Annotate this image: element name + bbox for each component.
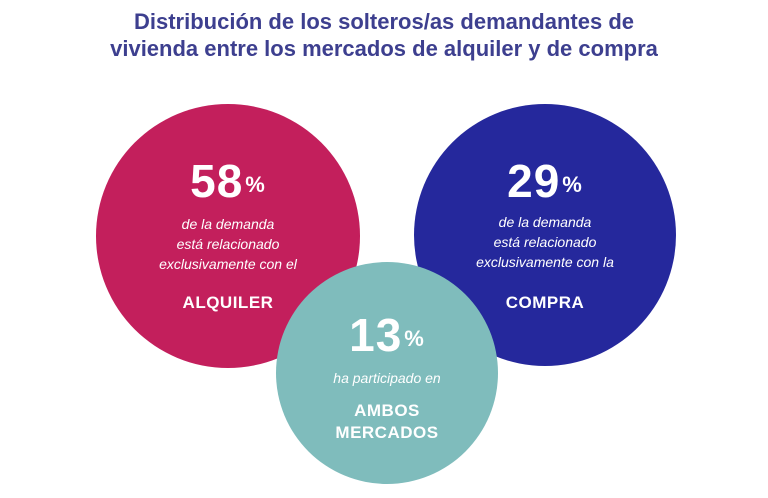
compra-percentage: 29% bbox=[414, 156, 676, 206]
alquiler-label: ALQUILER bbox=[96, 292, 360, 314]
circle-ambos: 13% ha participado en AMBOS MERCADOS bbox=[276, 262, 498, 484]
alquiler-description-line-2: está relacionado bbox=[176, 236, 280, 252]
compra-label: COMPRA bbox=[414, 292, 676, 314]
alquiler-description: de la demanda está relacionado exclusiva… bbox=[96, 214, 360, 274]
circle-alquiler: 58% de la demanda está relacionado exclu… bbox=[96, 104, 360, 368]
compra-description-line-2: está relacionado bbox=[493, 234, 597, 250]
alquiler-value: 58 bbox=[190, 155, 244, 207]
compra-description-line-3: exclusivamente con la bbox=[476, 254, 614, 270]
compra-description: de la demanda está relacionado exclusiva… bbox=[414, 212, 676, 272]
ambos-percentage: 13% bbox=[276, 310, 498, 360]
compra-value: 29 bbox=[507, 155, 561, 207]
compra-unit: % bbox=[562, 172, 583, 197]
alquiler-description-line-3: exclusivamente con el bbox=[159, 256, 297, 272]
chart-title-line-1: Distribución de los solteros/as demandan… bbox=[133, 9, 635, 34]
ambos-description: ha participado en bbox=[276, 368, 498, 388]
chart-title: Distribución de los solteros/as demandan… bbox=[0, 8, 768, 62]
alquiler-description-line-1: de la demanda bbox=[181, 216, 275, 232]
alquiler-label-line-1: ALQUILER bbox=[182, 293, 274, 312]
ambos-description-line-1: ha participado en bbox=[333, 370, 441, 386]
ambos-label-line-2: MERCADOS bbox=[335, 423, 439, 442]
ambos-unit: % bbox=[404, 326, 425, 351]
ambos-label-line-1: AMBOS bbox=[354, 401, 420, 420]
compra-description-line-1: de la demanda bbox=[498, 214, 592, 230]
chart-title-line-2: vivienda entre los mercados de alquiler … bbox=[110, 36, 658, 61]
alquiler-percentage: 58% bbox=[96, 156, 360, 206]
circle-compra: 29% de la demanda está relacionado exclu… bbox=[414, 104, 676, 366]
compra-label-line-1: COMPRA bbox=[505, 293, 585, 312]
ambos-label: AMBOS MERCADOS bbox=[276, 400, 498, 444]
alquiler-unit: % bbox=[245, 172, 266, 197]
ambos-value: 13 bbox=[349, 309, 403, 361]
